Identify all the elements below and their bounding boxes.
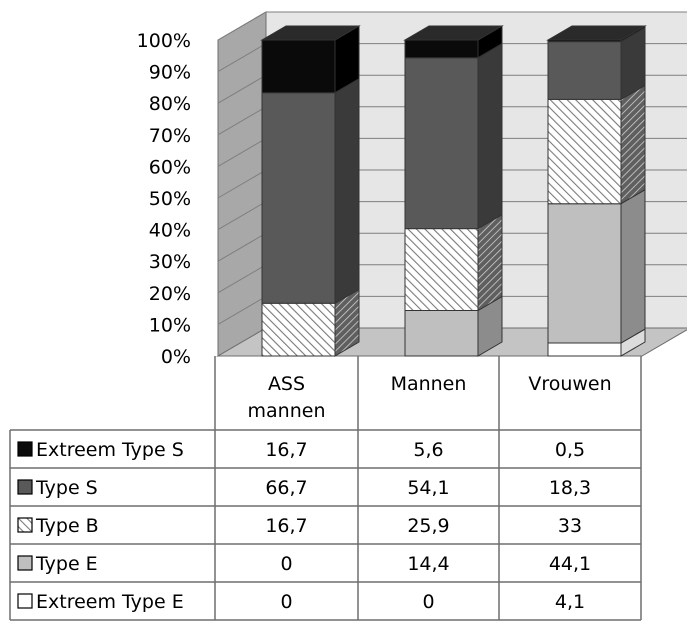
bar-top-face [260,25,361,41]
legend-label: Extreem Type S [36,439,184,461]
bar-segment-front [404,39,479,59]
bar-segment [547,26,646,101]
category-label: ASS [268,373,305,395]
y-tick-label: 30% [149,251,191,273]
bar-top-face [546,25,647,41]
gridline [217,11,687,41]
bar-segment-front [261,92,336,304]
data-table-cell: 16,7 [265,439,307,461]
bar-segment [546,25,647,43]
bar-segment-side [477,213,503,312]
legend-label: Extreem Type E [36,591,184,613]
data-table-cell: 54,1 [407,477,449,499]
category-label: Vrouwen [528,373,611,395]
bar-stack-0 [260,25,361,357]
bar-segment [260,25,361,94]
bar-top-face [403,25,504,41]
legend-swatch [17,555,33,571]
bar-segment [404,42,503,230]
data-table-cell: 0 [280,591,292,613]
y-tick-label: 10% [149,314,191,336]
bar-segment-front [261,302,336,357]
bar-segment-side [477,42,503,230]
y-tick-label: 80% [149,93,191,115]
bar-segment-side [620,84,646,205]
y-axis-tick-labels: 0% 10% 20% 30% 40% 50% 60% 70% 80% 90% 100% [137,30,191,368]
y-tick-label: 60% [149,156,191,178]
data-table-cell: 0 [280,553,292,575]
bar-stack-1 [403,25,504,357]
y-tick-label: 50% [149,188,191,210]
legend-swatch [17,593,33,609]
bar-segment-front [547,203,622,344]
bar-segment-front [547,41,622,100]
data-table-cell: 33 [558,515,582,537]
legend-swatch [17,517,33,533]
data-table-cell: 4,1 [555,591,585,613]
y-tick-label: 70% [149,125,191,147]
bar-segment-front [547,98,622,205]
legend-swatch [17,441,33,457]
legend-swatch [17,479,33,495]
bars [260,25,647,357]
bar-segment-side [620,188,646,344]
legend-label: Type S [35,477,98,499]
bar-segment [261,77,360,305]
y-tick-label: 100% [137,30,191,52]
data-table-cell: 0,5 [555,439,585,461]
bar-segment-front [261,39,336,94]
legend-label: Type B [35,515,99,537]
bar-segment-front [404,309,479,357]
bar-segment-front [404,57,479,230]
data-table-cell: 14,4 [407,553,449,575]
y-tick-label: 0% [161,346,191,368]
bar-segment [547,188,646,344]
category-label: mannen [248,400,326,422]
data-table-cell: 44,1 [549,553,591,575]
bar-segment [403,25,504,59]
data-table-cell: 5,6 [413,439,443,461]
data-table-cell: 0 [422,591,434,613]
bar-segment-front [547,342,622,357]
bar-segment-front [404,228,479,311]
y-tick-label: 90% [149,62,191,84]
data-table-cell: 25,9 [407,515,449,537]
bar-segment-side [334,77,360,305]
bar-stack-2 [546,25,647,357]
y-tick-label: 20% [149,283,191,305]
bar-segment [404,295,503,357]
data-table-cell: 16,7 [265,515,307,537]
data-table-cell: 66,7 [265,477,307,499]
data-table: ASS mannen Mannen Vrouwen Extreem Type S 16,7… [9,356,642,621]
category-label: Mannen [391,373,467,395]
y-tick-label: 40% [149,220,191,242]
bar-segment [547,84,646,205]
data-table-cell: 18,3 [549,477,591,499]
legend-label: Type E [35,553,98,575]
